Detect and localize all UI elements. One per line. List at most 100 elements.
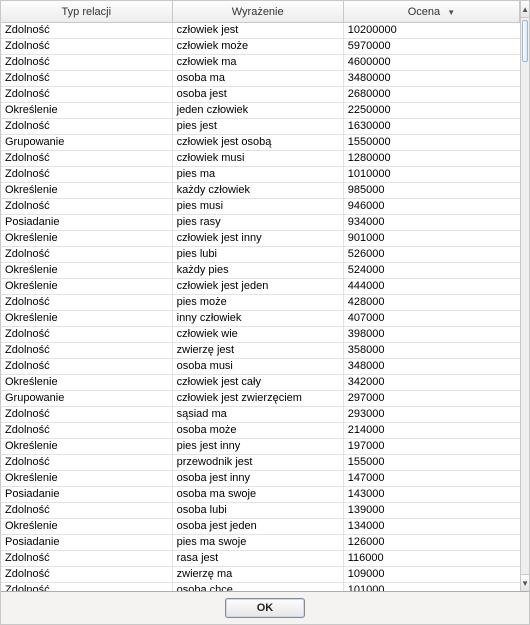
table-cell: Określenie [1,103,172,119]
table-row[interactable]: Określenieczłowiek jest cały342000 [1,375,520,391]
table-cell: Określenie [1,375,172,391]
table-cell: człowiek jest cały [172,375,343,391]
table-row[interactable]: Grupowanieczłowiek jest zwierzęciem29700… [1,391,520,407]
table-row[interactable]: Zdolnośćczłowiek jest10200000 [1,23,520,39]
table-row[interactable]: Określeniekażdy człowiek985000 [1,183,520,199]
data-table: Typ relacji Wyrażenie Ocena ▼ Zdolnośćcz… [1,1,520,591]
table-row[interactable]: Zdolnośćosoba lubi139000 [1,503,520,519]
col-header-ocena[interactable]: Ocena ▼ [343,1,519,23]
col-header-wyrazenie[interactable]: Wyrażenie [172,1,343,23]
table-row[interactable]: Zdolnośćpies ma1010000 [1,167,520,183]
table-row[interactable]: Zdolnośćzwierzę ma109000 [1,567,520,583]
table-row[interactable]: Określenieinny człowiek407000 [1,311,520,327]
table-row[interactable]: Zdolnośćczłowiek musi1280000 [1,151,520,167]
table-row[interactable]: Zdolnośćsąsiad ma293000 [1,407,520,423]
table-cell: pies jest inny [172,439,343,455]
table-row[interactable]: Zdolnośćczłowiek wie398000 [1,327,520,343]
table-cell: 1630000 [343,119,519,135]
table-cell: inny człowiek [172,311,343,327]
table-cell: 147000 [343,471,519,487]
table-row[interactable]: Zdolnośćpies musi946000 [1,199,520,215]
table-cell: pies musi [172,199,343,215]
scroll-thumb[interactable] [522,20,528,62]
col-header-typ-relacji[interactable]: Typ relacji [1,1,172,23]
table-cell: zwierzę ma [172,567,343,583]
table-cell: 5970000 [343,39,519,55]
table-row[interactable]: Określenieosoba jest jeden134000 [1,519,520,535]
table-row[interactable]: Określeniepies jest inny197000 [1,439,520,455]
table-cell: Określenie [1,519,172,535]
table-row[interactable]: Określenieczłowiek jest inny901000 [1,231,520,247]
table-cell: Zdolność [1,151,172,167]
table-cell: Zdolność [1,247,172,263]
scroll-up-arrow[interactable]: ▲ [521,1,529,18]
table-cell: 134000 [343,519,519,535]
table-row[interactable]: Zdolnośćosoba może214000 [1,423,520,439]
table-row[interactable]: Zdolnośćpies jest1630000 [1,119,520,135]
table-cell: 901000 [343,231,519,247]
table-row[interactable]: Określeniekażdy pies524000 [1,263,520,279]
table-cell: Posiadanie [1,215,172,231]
table-row[interactable]: Zdolnośćosoba jest2680000 [1,87,520,103]
table-cell: osoba lubi [172,503,343,519]
table-row[interactable]: Określeniejeden człowiek2250000 [1,103,520,119]
table-cell: jeden człowiek [172,103,343,119]
table-cell: człowiek jest jeden [172,279,343,295]
table-cell: 1550000 [343,135,519,151]
table-row[interactable]: Posiadaniepies ma swoje126000 [1,535,520,551]
table-cell: człowiek musi [172,151,343,167]
table-cell: pies ma swoje [172,535,343,551]
table-row[interactable]: Określenieosoba jest inny147000 [1,471,520,487]
table-cell: człowiek jest zwierzęciem [172,391,343,407]
scroll-track[interactable] [521,18,529,574]
button-bar: OK [1,592,529,624]
table-cell: Zdolność [1,119,172,135]
table-cell: 293000 [343,407,519,423]
table-cell: 1280000 [343,151,519,167]
table-row[interactable]: Zdolnośćprzewodnik jest155000 [1,455,520,471]
ok-button[interactable]: OK [225,598,305,618]
scroll-down-arrow[interactable]: ▼ [521,574,529,591]
table-cell: pies ma [172,167,343,183]
table-cell: pies jest [172,119,343,135]
table-row[interactable]: Zdolnośćzwierzę jest358000 [1,343,520,359]
table-cell: Zdolność [1,359,172,375]
table-row[interactable]: Zdolnośćczłowiek ma4600000 [1,55,520,71]
table-cell: człowiek jest osobą [172,135,343,151]
table-cell: osoba jest [172,87,343,103]
table-cell: osoba może [172,423,343,439]
header-row: Typ relacji Wyrażenie Ocena ▼ [1,1,520,23]
table-row[interactable]: Zdolnośćpies może428000 [1,295,520,311]
table-cell: 934000 [343,215,519,231]
table-cell: Zdolność [1,199,172,215]
table-cell: 407000 [343,311,519,327]
table-cell: 109000 [343,567,519,583]
table-row[interactable]: Zdolnośćosoba musi348000 [1,359,520,375]
table-cell: Zdolność [1,567,172,583]
table-row[interactable]: Zdolnośćpies lubi526000 [1,247,520,263]
table-cell: Określenie [1,311,172,327]
table-row[interactable]: Określenieczłowiek jest jeden444000 [1,279,520,295]
table-row[interactable]: Zdolnośćosoba ma3480000 [1,71,520,87]
table-row[interactable]: Grupowanieczłowiek jest osobą1550000 [1,135,520,151]
table-cell: Zdolność [1,23,172,39]
table-cell: osoba jest jeden [172,519,343,535]
table-cell: sąsiad ma [172,407,343,423]
table-row[interactable]: Posiadanieosoba ma swoje143000 [1,487,520,503]
table-cell: Zdolność [1,503,172,519]
table-cell: każdy człowiek [172,183,343,199]
vertical-scrollbar[interactable]: ▲ ▼ [520,1,529,591]
table-row[interactable]: Zdolnośćosoba chce101000 [1,583,520,592]
table-cell: 116000 [343,551,519,567]
table-cell: 101000 [343,583,519,592]
table-cell: Zdolność [1,167,172,183]
table-cell: 985000 [343,183,519,199]
table-cell: 526000 [343,247,519,263]
table-cell: pies może [172,295,343,311]
table-row[interactable]: Posiadaniepies rasy934000 [1,215,520,231]
table-row[interactable]: Zdolnośćczłowiek może5970000 [1,39,520,55]
table-row[interactable]: Zdolnośćrasa jest116000 [1,551,520,567]
table-cell: 342000 [343,375,519,391]
table-cell: osoba ma swoje [172,487,343,503]
table-body: Zdolnośćczłowiek jest10200000Zdolnośćczł… [1,23,520,592]
